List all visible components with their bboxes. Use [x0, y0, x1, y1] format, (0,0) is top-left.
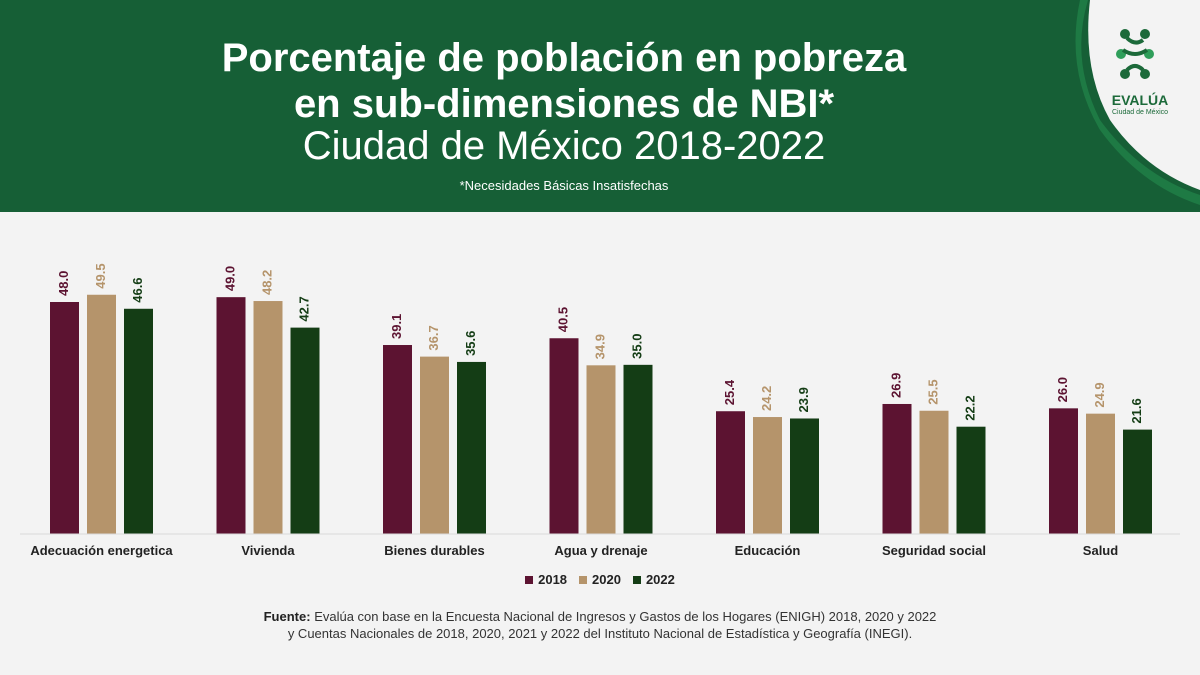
category-label-agua-y-drenaje: Agua y drenaje [554, 543, 647, 558]
bar-adecuacion-energetica-2018 [50, 302, 79, 534]
bar-educacion-2020 [753, 417, 782, 534]
data-label-bienes-durables-2022: 35.6 [463, 331, 478, 356]
category-label-educacion: Educación [735, 543, 801, 558]
legend-swatch-2020 [579, 575, 588, 584]
data-label-adecuacion-energetica-2020: 49.5 [93, 263, 108, 288]
data-label-seguridad-social-2018: 26.9 [888, 373, 903, 398]
data-label-vivienda-2022: 42.7 [296, 296, 311, 321]
data-label-adecuacion-energetica-2022: 46.6 [130, 277, 145, 302]
header-banner: Porcentaje de población en pobreza en su… [0, 0, 1200, 212]
data-label-seguridad-social-2022: 22.2 [962, 395, 977, 420]
chart-title-line1: Porcentaje de población en pobreza [221, 36, 907, 80]
source-label: Fuente: [263, 609, 311, 624]
data-label-salud-2018: 26.0 [1055, 377, 1070, 402]
bar-adecuacion-energetica-2020 [87, 294, 116, 534]
data-label-agua-y-drenaje-2022: 35.0 [629, 334, 644, 359]
logo-name: EVALÚA [1111, 92, 1169, 108]
source-line1: Evalúa con base en la Encuesta Nacional … [314, 609, 937, 624]
bar-bienes-durables-2022 [457, 361, 486, 534]
bar-vivienda-2022 [290, 327, 320, 534]
chart-footnote: *Necesidades Básicas Insatisfechas [459, 178, 669, 193]
bar-seguridad-social-2022 [956, 426, 986, 534]
data-label-seguridad-social-2020: 25.5 [925, 379, 940, 404]
bar-agua-y-drenaje-2022 [623, 364, 653, 534]
category-label-bienes-durables: Bienes durables [384, 543, 484, 558]
logo-subtitle: Ciudad de México [1111, 109, 1169, 116]
data-label-bienes-durables-2020: 36.7 [426, 325, 441, 350]
legend-item-2020: 2020 [579, 572, 621, 587]
bar-adecuacion-energetica-2022 [124, 308, 153, 534]
bar-agua-y-drenaje-2018 [549, 338, 579, 534]
data-label-bienes-durables-2018: 39.1 [389, 314, 404, 339]
bar-seguridad-social-2020 [919, 410, 949, 534]
category-label-adecuacion-energetica: Adecuación energetica [30, 543, 173, 558]
bar-salud-2022 [1123, 429, 1152, 534]
chart-title-line2: en sub-dimensiones de NBI* [293, 82, 835, 126]
source-line2: y Cuentas Nacionales de 2018, 2020, 2021… [287, 626, 913, 641]
bar-seguridad-social-2018 [882, 403, 912, 534]
legend-swatch-2018 [525, 575, 534, 584]
bar-educacion-2022 [790, 418, 819, 534]
logo-panel [1060, 0, 1200, 212]
legend-label-2020: 2020 [592, 572, 621, 587]
bar-educacion-2018 [716, 411, 745, 534]
data-label-educacion-2020: 24.2 [759, 386, 774, 411]
bar-vivienda-2020 [253, 301, 283, 534]
legend-item-2022: 2022 [632, 572, 675, 587]
bar-bienes-durables-2018 [383, 345, 412, 534]
category-labels: Adecuación energetica Vivienda Bienes dura… [30, 543, 1118, 558]
source-footer: Fuente: Evalúa con base en la Encuesta N… [0, 608, 1200, 642]
data-label-adecuacion-energetica-2018: 48.0 [56, 271, 71, 296]
data-label-agua-y-drenaje-2018: 40.5 [555, 307, 570, 332]
chart-subtitle: Ciudad de México 2018-2022 [302, 124, 826, 168]
data-label-educacion-2022: 23.9 [796, 387, 811, 412]
evalua-logo-icon [1116, 29, 1154, 79]
bar-agua-y-drenaje-2020 [586, 365, 616, 534]
data-label-salud-2020: 24.9 [1092, 382, 1107, 407]
data-label-educacion-2018: 25.4 [722, 379, 737, 405]
category-label-vivienda: Vivienda [241, 543, 295, 558]
legend-item-2018: 2018 [525, 572, 567, 587]
bar-chart: 48.0 49.5 46.6 49.0 48.2 42.7 39.1 36.7 35.6 40.5… [20, 263, 1180, 558]
legend-label-2018: 2018 [538, 572, 568, 587]
data-label-salud-2022: 21.6 [1129, 398, 1144, 423]
category-label-salud: Salud [1083, 543, 1118, 558]
legend-swatch-2022 [632, 575, 641, 584]
data-label-agua-y-drenaje-2020: 34.9 [592, 334, 607, 359]
data-label-vivienda-2018: 49.0 [222, 266, 237, 291]
legend: 2018 2020 2022 [0, 572, 1200, 587]
legend-label-2022: 2022 [645, 572, 675, 587]
bar-vivienda-2018 [216, 297, 246, 534]
bar-salud-2018 [1049, 408, 1078, 534]
bar-bienes-durables-2020 [420, 356, 449, 534]
bar-salud-2020 [1086, 413, 1115, 534]
category-label-seguridad-social: Seguridad social [882, 543, 986, 558]
data-label-vivienda-2020: 48.2 [259, 270, 274, 295]
bars-group: 48.0 49.5 46.6 49.0 48.2 42.7 39.1 36.7 35.6 40.5… [50, 263, 1152, 534]
